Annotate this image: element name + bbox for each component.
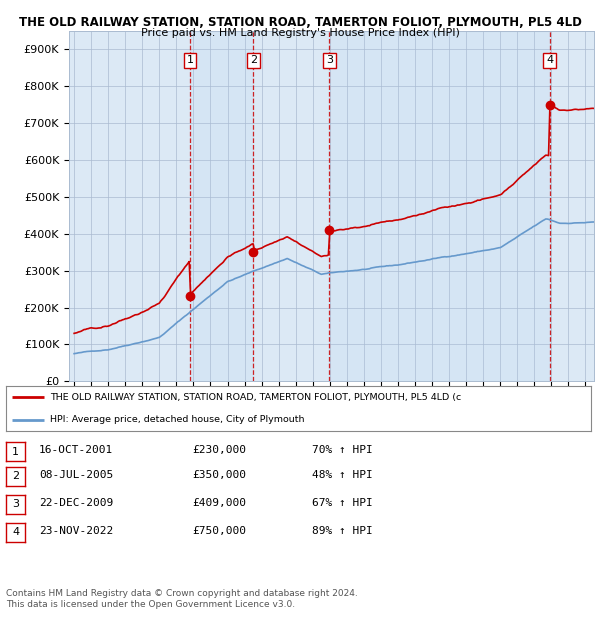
Text: 48% ↑ HPI: 48% ↑ HPI <box>312 470 373 480</box>
Text: 67% ↑ HPI: 67% ↑ HPI <box>312 498 373 508</box>
Text: 23-NOV-2022: 23-NOV-2022 <box>39 526 113 536</box>
Bar <box>190 31 253 381</box>
Text: £409,000: £409,000 <box>192 498 246 508</box>
Text: 22-DEC-2009: 22-DEC-2009 <box>39 498 113 508</box>
Text: 08-JUL-2005: 08-JUL-2005 <box>39 470 113 480</box>
Text: 2: 2 <box>250 56 257 66</box>
Text: THE OLD RAILWAY STATION, STATION ROAD, TAMERTON FOLIOT, PLYMOUTH, PL5 4LD: THE OLD RAILWAY STATION, STATION ROAD, T… <box>19 16 581 29</box>
Text: 70% ↑ HPI: 70% ↑ HPI <box>312 445 373 455</box>
Text: 2: 2 <box>12 471 19 482</box>
Text: £230,000: £230,000 <box>192 445 246 455</box>
Text: 4: 4 <box>546 56 553 66</box>
Text: £350,000: £350,000 <box>192 470 246 480</box>
Text: 1: 1 <box>187 56 193 66</box>
Text: 3: 3 <box>12 499 19 510</box>
Text: 1: 1 <box>12 446 19 457</box>
Text: 4: 4 <box>12 527 19 538</box>
Text: 89% ↑ HPI: 89% ↑ HPI <box>312 526 373 536</box>
Text: 16-OCT-2001: 16-OCT-2001 <box>39 445 113 455</box>
Text: 3: 3 <box>326 56 333 66</box>
Bar <box>329 31 550 381</box>
Text: THE OLD RAILWAY STATION, STATION ROAD, TAMERTON FOLIOT, PLYMOUTH, PL5 4LD (c: THE OLD RAILWAY STATION, STATION ROAD, T… <box>50 393 461 402</box>
Text: £750,000: £750,000 <box>192 526 246 536</box>
Text: Contains HM Land Registry data © Crown copyright and database right 2024.
This d: Contains HM Land Registry data © Crown c… <box>6 590 358 609</box>
Text: HPI: Average price, detached house, City of Plymouth: HPI: Average price, detached house, City… <box>50 415 304 424</box>
Text: Price paid vs. HM Land Registry's House Price Index (HPI): Price paid vs. HM Land Registry's House … <box>140 28 460 38</box>
